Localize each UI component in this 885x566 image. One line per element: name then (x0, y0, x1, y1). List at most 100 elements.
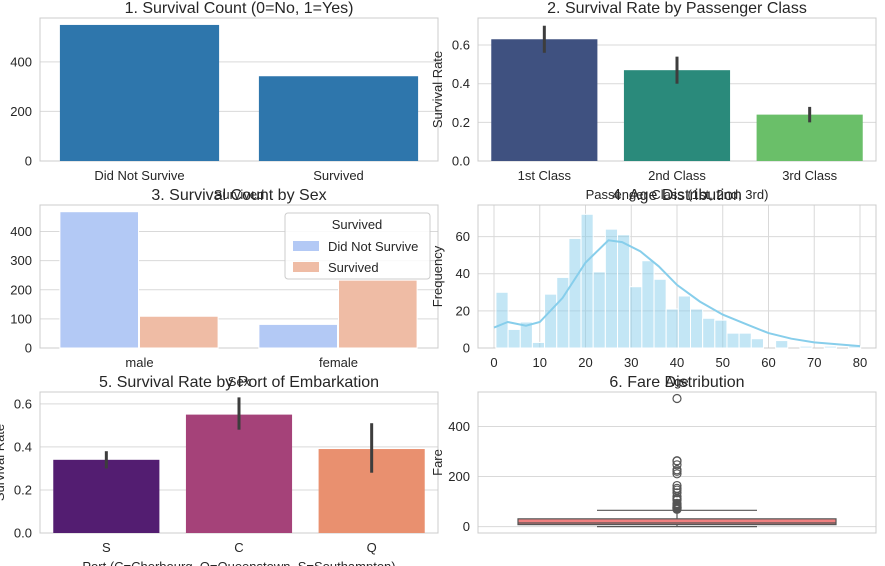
legend: Survived Did Not Survive Survived (284, 212, 431, 280)
chart-title: 3. Survival Count by Sex (151, 187, 326, 204)
histogram-bar (665, 308, 679, 349)
y-axis-label: Frequency (430, 245, 445, 307)
panel-3: 0 100 200 300 400 3. Survival Count by Sex Sex… (10, 187, 439, 389)
x-tick-label: Did Not Survive (94, 168, 184, 183)
outlier-point (672, 393, 682, 404)
histogram-bar (519, 321, 533, 349)
bar (59, 211, 139, 349)
histogram-bar (592, 271, 606, 349)
histogram-bar (653, 278, 667, 349)
y-tick-label: 0.4 (14, 439, 32, 454)
legend-title: Survived (332, 217, 383, 232)
y-tick-label: 0.4 (452, 76, 470, 91)
histogram-bar (750, 338, 764, 349)
outlier-point (672, 466, 682, 476)
y-tick-label: 40 (456, 266, 470, 281)
histogram-bar (580, 213, 594, 349)
histogram-bar (823, 345, 837, 349)
outlier-point (672, 456, 682, 466)
y-axis-label: Survival Rate (0, 424, 7, 501)
y-tick-label: 400 (448, 419, 470, 434)
histogram-bar (495, 291, 509, 349)
chart-title: 4. Age Distribution (612, 187, 742, 204)
y-tick-label: 0.0 (452, 154, 470, 169)
x-axis-label: Survived (214, 187, 265, 202)
panel-6: 0 200 400 6. Fare Distribution Fare (430, 374, 877, 534)
y-tick-label: 0.6 (452, 38, 470, 53)
bar (139, 315, 219, 349)
y-tick-label: 60 (456, 229, 470, 244)
chart-title: 1. Survival Count (0=No, 1=Yes) (125, 0, 354, 17)
panel-4: 0 20 40 60 4. Age Distribution Age Frequency 0 1… (430, 187, 877, 389)
bar (185, 414, 293, 533)
histogram-bar (799, 345, 813, 349)
x-tick-label: 30 (624, 355, 638, 370)
legend-box (284, 212, 431, 280)
x-tick-label: 1st Class (518, 168, 572, 183)
y-tick-label: 0.6 (14, 396, 32, 411)
x-tick-label: Q (367, 540, 377, 555)
y-tick-label: 20 (456, 303, 470, 318)
bar (258, 76, 419, 161)
x-tick-label: S (102, 540, 111, 555)
outlier-point (672, 488, 682, 498)
legend-swatch (293, 262, 319, 272)
histogram-bar (556, 276, 570, 349)
histogram-bar (604, 228, 619, 349)
box (517, 518, 837, 526)
y-tick-label: 100 (10, 311, 32, 326)
x-tick-label: 80 (853, 355, 867, 370)
chart-title: 6. Fare Distribution (609, 374, 744, 391)
x-tick-label: 40 (670, 355, 684, 370)
x-tick-label: C (234, 540, 243, 555)
y-tick-label: 400 (10, 54, 32, 69)
x-axis-label: Age (665, 374, 688, 389)
histogram-bar (775, 340, 789, 349)
histogram-bar (726, 332, 740, 349)
histogram-bar (531, 341, 546, 349)
histogram-bar (544, 293, 558, 349)
y-tick-label: 0 (25, 154, 32, 169)
panel-5: 0.0 0.2 0.4 0.6 5. Survival Rate by Port of … (0, 374, 439, 566)
histogram-bar (677, 295, 691, 349)
bar (258, 323, 338, 349)
y-tick-label: 300 (10, 253, 32, 268)
legend-label: Did Not Survive (328, 239, 418, 254)
x-tick-label: 0 (490, 355, 497, 370)
histogram-bar (641, 260, 655, 349)
bar (491, 39, 598, 161)
kde-line (493, 239, 861, 348)
chart-title: 5. Survival Rate by Port of Embarkation (99, 374, 379, 391)
x-tick-label: male (125, 355, 153, 370)
bar (59, 24, 220, 161)
histogram-bar (568, 237, 582, 349)
y-tick-label: 400 (10, 224, 32, 239)
y-tick-label: 0.2 (14, 482, 32, 497)
x-tick-label: 70 (807, 355, 821, 370)
axes-frame (39, 17, 439, 162)
y-tick-label: 0.2 (452, 115, 470, 130)
chart-title: 2. Survival Rate by Passenger Class (547, 0, 807, 17)
x-tick-label: female (319, 355, 358, 370)
panel-2: 0.0 0.2 0.4 0.6 2. Survival Rate by Passenge… (430, 0, 877, 202)
histogram-bar (507, 328, 521, 349)
histogram-bar (738, 332, 752, 349)
y-tick-label: 0.0 (14, 526, 32, 541)
outlier-point (672, 460, 682, 470)
outlier-point (672, 480, 682, 491)
outlier-point (672, 469, 682, 479)
x-axis-label: Passenger Class (1st, 2nd, 3rd) (586, 187, 769, 202)
outlier-point (672, 504, 682, 514)
x-tick-label: 50 (716, 355, 730, 370)
panel-1: 0 200 400 1. Survival Count (0=No, 1=Yes) Su… (10, 0, 439, 202)
histogram-bar (702, 317, 716, 349)
y-tick-label: 200 (10, 104, 32, 119)
bar (53, 459, 160, 533)
histogram-bar (629, 286, 643, 349)
y-tick-label: 200 (448, 469, 470, 484)
x-tick-label: 10 (533, 355, 547, 370)
histogram-bar (689, 308, 704, 349)
y-tick-label: 200 (10, 282, 32, 297)
x-tick-label: 3rd Class (782, 168, 837, 183)
x-tick-label: Survived (313, 168, 364, 183)
